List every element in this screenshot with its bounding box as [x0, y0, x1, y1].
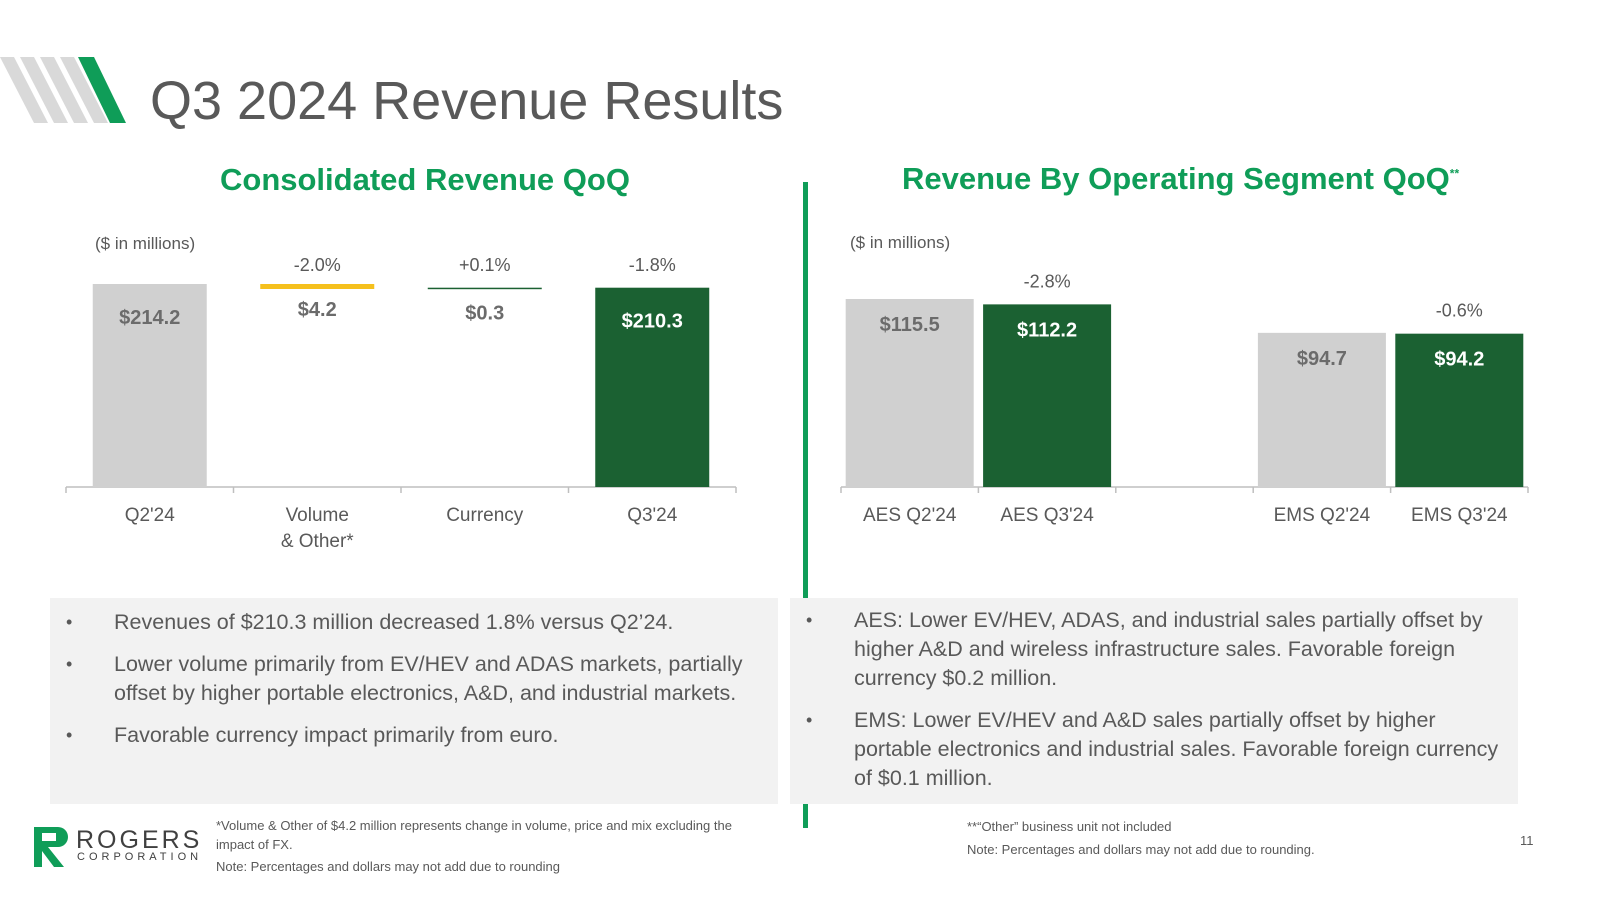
page-title: Q3 2024 Revenue Results	[150, 71, 784, 131]
data-label: $210.3	[622, 311, 683, 333]
logo-subtitle: CORPORATION	[77, 851, 203, 863]
logo-stripes	[0, 57, 126, 123]
right-bullet-panel: AES: Lower EV/HEV, ADAS, and industrial …	[790, 598, 1518, 804]
bar	[1395, 333, 1524, 487]
bar	[845, 299, 974, 487]
waterfall-bar	[427, 287, 542, 290]
category-label: Q2'24	[125, 505, 176, 526]
percent-label: -2.0%	[294, 255, 341, 275]
category-label: EMS Q2'24	[1274, 505, 1371, 526]
right-footnote: **“Other” business unit not included	[967, 819, 1172, 834]
left-chart-title: Consolidated Revenue QoQ	[220, 162, 630, 197]
category-label: Q3'24	[627, 505, 678, 526]
page-number: 11	[1520, 833, 1534, 848]
percent-label: -0.6%	[1436, 301, 1483, 321]
consolidated-revenue-chart: $214.2 Q2'24 $4.2 -2.0% Volume & Other* $0.3 +0…	[65, 255, 737, 552]
category-label: Currency	[446, 505, 524, 526]
data-label: $115.5	[880, 314, 940, 336]
right-chart-title: Revenue By Operating Segment QoQ**	[902, 161, 1459, 197]
bar	[983, 304, 1112, 487]
right-footnote-note: Note: Percentages and dollars may not ad…	[967, 842, 1315, 857]
data-label: $94.2	[1434, 349, 1484, 371]
category-label: AES Q2'24	[863, 505, 957, 526]
bullet-item: Favorable currency impact primarily from…	[66, 721, 778, 750]
right-chart-title-text: Revenue By Operating Segment QoQ	[902, 161, 1450, 196]
data-label: $0.3	[465, 303, 504, 325]
percent-label: +0.1%	[459, 255, 511, 275]
left-bullet-list: Revenues of $210.3 million decreased 1.8…	[50, 608, 778, 750]
data-label: $4.2	[298, 299, 337, 321]
rogers-logo-icon	[34, 827, 68, 867]
data-label: $214.2	[119, 307, 180, 329]
segment-revenue-chart: $115.5 AES Q2'24 $112.2 -2.8% AES Q3'24 $94.7…	[840, 271, 1529, 526]
logo-wordmark: ROGERS	[76, 826, 203, 854]
bullet-item: Lower volume primarily from EV/HEV and A…	[66, 650, 778, 708]
right-title-mark: **	[1449, 166, 1460, 181]
percent-label: -1.8%	[629, 255, 676, 275]
left-footnote: *Volume & Other of $4.2 million represen…	[216, 818, 732, 852]
bullet-item: EMS: Lower EV/HEV and A&D sales partiall…	[806, 706, 1518, 793]
bullet-item: AES: Lower EV/HEV, ADAS, and industrial …	[806, 606, 1518, 693]
right-bullet-list: AES: Lower EV/HEV, ADAS, and industrial …	[790, 606, 1518, 793]
bar	[1257, 332, 1386, 487]
data-label: $112.2	[1017, 319, 1077, 341]
right-units-label: ($ in millions)	[850, 233, 951, 252]
category-label: EMS Q3'24	[1411, 505, 1508, 526]
waterfall-bar	[260, 284, 375, 289]
left-footnote-note: Note: Percentages and dollars may not ad…	[216, 859, 561, 874]
bar	[92, 284, 207, 487]
section-divider	[803, 182, 808, 828]
bullet-item: Revenues of $210.3 million decreased 1.8…	[66, 608, 778, 637]
percent-label: -2.8%	[1024, 271, 1071, 291]
left-units-label: ($ in millions)	[95, 234, 196, 253]
category-label: AES Q3'24	[1000, 505, 1094, 526]
left-bullet-panel: Revenues of $210.3 million decreased 1.8…	[50, 598, 778, 804]
category-label: Volume	[286, 505, 349, 526]
data-label: $94.7	[1297, 348, 1347, 370]
bar	[595, 287, 710, 487]
category-label: & Other*	[281, 531, 354, 552]
